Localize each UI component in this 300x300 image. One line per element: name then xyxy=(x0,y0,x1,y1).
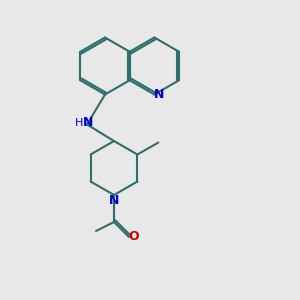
Text: O: O xyxy=(128,230,139,244)
Text: H: H xyxy=(75,118,84,128)
Text: N: N xyxy=(83,116,94,130)
Text: N: N xyxy=(109,194,119,208)
Text: N: N xyxy=(154,88,164,101)
